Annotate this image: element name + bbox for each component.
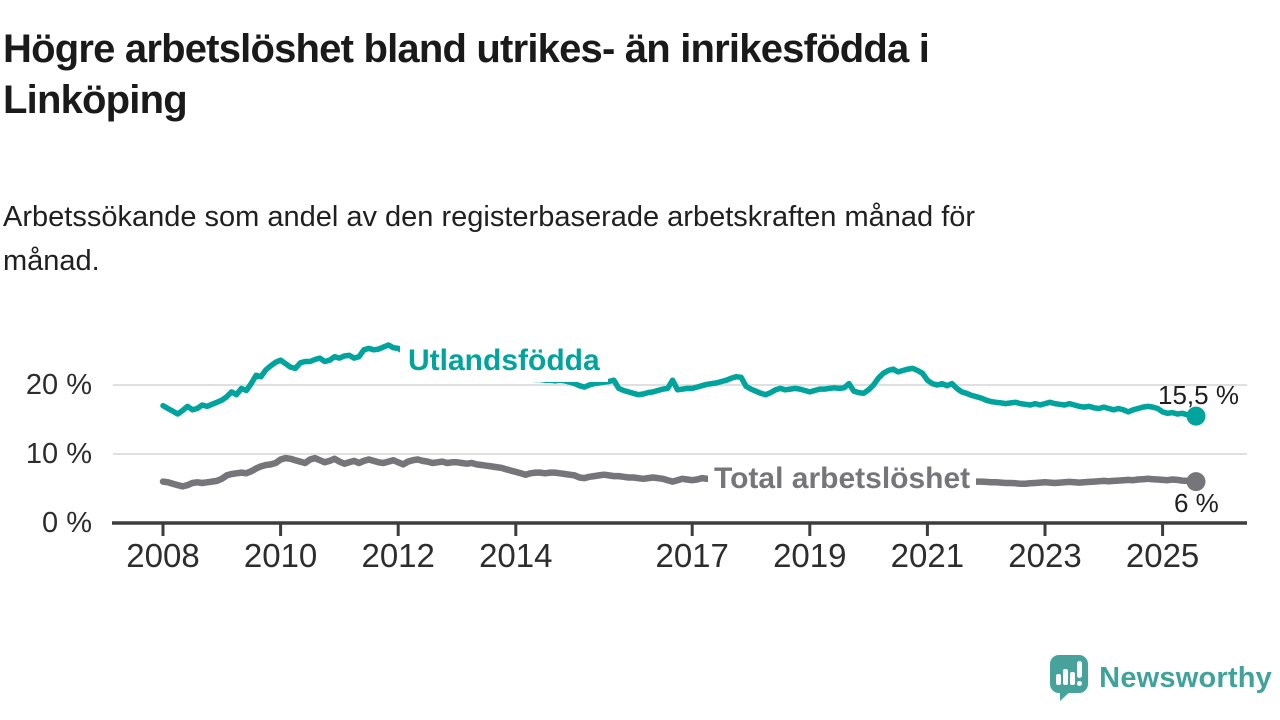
series-line — [159, 454, 1196, 490]
series-end-dot — [1186, 472, 1206, 492]
series-line — [160, 342, 1195, 419]
newsworthy-logo: Newsworthy — [1049, 654, 1272, 702]
series-end-dot — [1186, 406, 1206, 426]
chart-subtitle: Arbetssökande som andel av den registerb… — [3, 195, 1243, 283]
series-label-total-arbetsloshet: Total arbetslöshet — [708, 462, 977, 498]
title-line-1: Högre arbetslöshet bland utrikes- än inr… — [3, 27, 930, 71]
end-value-label-utlandsfodda: 15,5 % — [1158, 380, 1239, 410]
end-value-label-total: 6 % — [1174, 488, 1219, 518]
title-line-2: Linköping — [3, 78, 188, 122]
newsworthy-logo-icon — [1050, 655, 1089, 701]
subtitle-line-2: månad. — [3, 245, 100, 277]
series-label-utlandsfodda: Utlandsfödda — [400, 344, 608, 382]
subtitle-line-1: Arbetssökande som andel av den registerb… — [3, 201, 976, 233]
page-title: Högre arbetslöshet bland utrikes- än inr… — [3, 24, 1223, 126]
newsworthy-logo-text: Newsworthy — [1099, 661, 1272, 694]
